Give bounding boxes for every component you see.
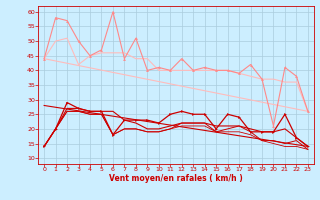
X-axis label: Vent moyen/en rafales ( km/h ): Vent moyen/en rafales ( km/h ) xyxy=(109,174,243,183)
